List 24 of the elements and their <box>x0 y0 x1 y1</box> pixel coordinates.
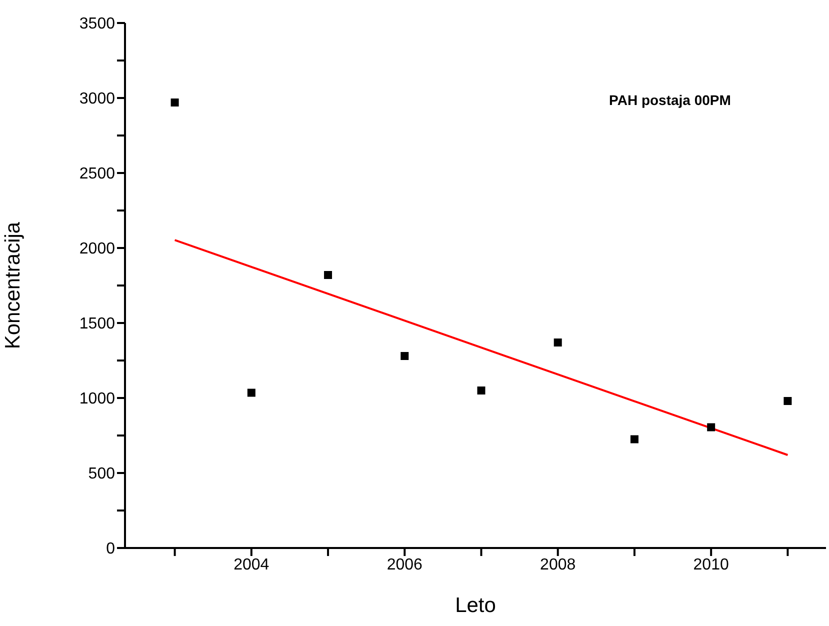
point <box>554 338 562 346</box>
y-tick-label: 3000 <box>79 90 116 108</box>
point <box>707 423 716 432</box>
point <box>784 397 792 405</box>
x-tick-label: 2004 <box>234 556 270 574</box>
point <box>477 386 486 394</box>
annotation: PAH postaja 00PM <box>608 92 732 108</box>
point <box>630 435 638 444</box>
y-tick-label: 500 <box>88 466 116 483</box>
x-tick-label: 2006 <box>386 556 423 574</box>
point <box>170 98 179 106</box>
y-axis-title: Koncentracija <box>1 222 24 350</box>
y-tick-label: 2000 <box>79 240 116 258</box>
x-tick-label: 2008 <box>540 556 576 574</box>
x-tick-label: 2010 <box>693 556 729 574</box>
y-tick-label: 2500 <box>79 166 116 183</box>
y-tick-label: 1000 <box>79 390 116 408</box>
y-tick-label: 1500 <box>79 316 116 333</box>
y-tick-label: 3500 <box>79 16 116 33</box>
x-axis-title: Leto <box>455 594 496 617</box>
point <box>324 271 332 279</box>
point <box>247 388 256 397</box>
point <box>400 352 409 360</box>
y-tick-label: 0 <box>106 540 116 558</box>
